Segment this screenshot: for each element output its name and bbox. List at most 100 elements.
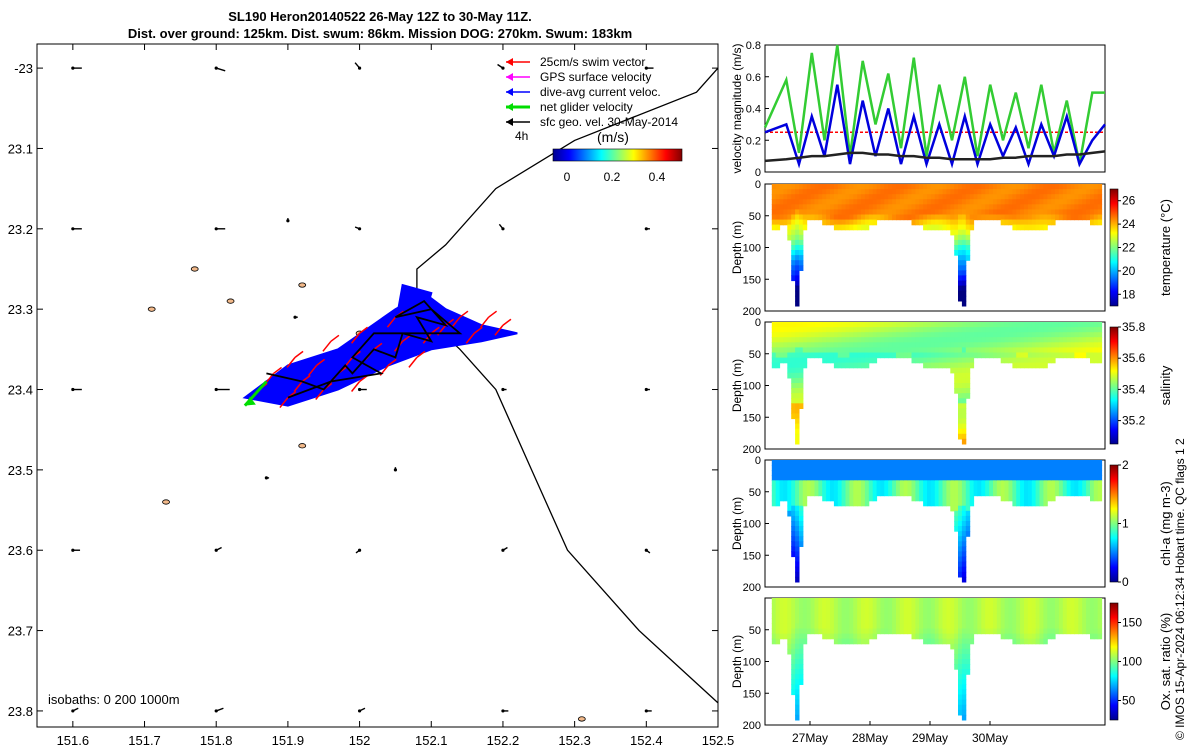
section-cell xyxy=(779,189,784,195)
section-cell xyxy=(849,475,854,481)
section-cell xyxy=(849,603,854,609)
section-cell xyxy=(787,603,792,609)
section-cell xyxy=(993,608,998,614)
section-cell xyxy=(857,495,862,502)
section-cell xyxy=(927,224,932,231)
section-cell xyxy=(771,490,777,497)
section-cell xyxy=(841,465,846,471)
section-cell xyxy=(861,500,866,507)
section-cell xyxy=(938,460,943,466)
section-cell xyxy=(1035,460,1040,466)
section-cell xyxy=(806,628,812,635)
section-cell xyxy=(799,638,804,645)
section-cell xyxy=(868,470,874,476)
section-cell xyxy=(845,470,850,476)
section-cell xyxy=(1078,603,1083,609)
section-cell xyxy=(985,204,990,210)
section-cell xyxy=(822,598,827,604)
section-cell xyxy=(841,342,846,348)
speed-colorbar-tick: 0.4 xyxy=(649,170,666,184)
section-cell xyxy=(1066,327,1072,333)
section-cell xyxy=(795,485,800,492)
section-cell xyxy=(942,342,947,348)
section-cell xyxy=(802,603,808,609)
section-cell xyxy=(1066,608,1072,614)
section-cell xyxy=(830,470,835,476)
section-cell xyxy=(892,613,897,619)
section-cell xyxy=(1090,613,1095,619)
section-cell xyxy=(1004,322,1009,328)
section-cell xyxy=(884,475,889,481)
section-cell xyxy=(896,618,901,624)
section-cell xyxy=(961,352,967,359)
time-x-tick-label: 27May xyxy=(792,731,828,745)
section-cell xyxy=(1047,322,1052,328)
section-cell xyxy=(1004,460,1009,466)
section-cell xyxy=(961,219,967,226)
map-y-tick-label: 23.5 xyxy=(8,463,33,478)
section-cell xyxy=(1055,337,1060,343)
section-cell xyxy=(934,189,940,195)
section-cell xyxy=(1012,485,1017,492)
section-cell xyxy=(845,342,850,348)
section-cell xyxy=(1078,199,1083,205)
section-cell xyxy=(950,347,955,354)
section-cell xyxy=(934,618,940,624)
swim-vector xyxy=(322,340,332,352)
section-cell xyxy=(849,337,854,343)
section-cell xyxy=(954,623,959,630)
section-cell xyxy=(853,465,858,471)
section-cell xyxy=(1004,618,1009,624)
section-cell xyxy=(1012,357,1017,364)
section-cell xyxy=(1062,204,1068,210)
section-cell xyxy=(981,204,986,210)
section-cell xyxy=(950,224,955,231)
section-cell xyxy=(868,603,874,609)
section-cell xyxy=(942,214,947,221)
section-cell xyxy=(958,290,963,297)
section-cell xyxy=(826,194,831,200)
section-cell xyxy=(954,618,959,624)
section-cell xyxy=(1039,214,1044,221)
section-cell xyxy=(1027,638,1033,645)
section-cell xyxy=(857,480,862,486)
section-cell xyxy=(802,495,808,502)
section-cell xyxy=(791,367,796,374)
reef-island xyxy=(577,716,586,722)
section-cell xyxy=(954,638,959,645)
section-cell xyxy=(1031,342,1037,348)
section-cell xyxy=(849,322,854,328)
section-cell xyxy=(896,460,901,466)
section-cell xyxy=(907,465,912,471)
section-cell xyxy=(1039,475,1044,481)
section-cell xyxy=(938,209,943,216)
section-cell xyxy=(996,623,1002,630)
section-cell xyxy=(1027,608,1033,614)
section-cell xyxy=(965,480,971,486)
section-cell xyxy=(923,342,928,348)
section-cell xyxy=(961,510,967,517)
section-cell xyxy=(814,460,819,466)
section-cell xyxy=(1093,618,1099,624)
section-cell xyxy=(903,603,909,609)
section-cell xyxy=(942,194,947,200)
section-cell xyxy=(1058,485,1064,492)
section-cell xyxy=(810,603,815,609)
section-cell xyxy=(996,184,1002,190)
section-cell xyxy=(826,204,831,210)
section-cell xyxy=(833,332,839,338)
section-cell xyxy=(783,480,788,486)
section-cell xyxy=(1008,485,1013,492)
section-cell xyxy=(1031,608,1037,614)
section-cell xyxy=(1000,189,1006,195)
section-cell xyxy=(958,357,963,364)
section-cell xyxy=(965,234,971,241)
section-cell xyxy=(888,470,893,476)
section-cell xyxy=(1066,189,1072,195)
section-cell xyxy=(1035,638,1040,645)
section-cell xyxy=(841,490,846,497)
surface-geostrophic-vector-tail xyxy=(71,227,75,231)
section-cell xyxy=(915,332,920,338)
section-cell xyxy=(896,194,901,200)
section-cell xyxy=(795,495,800,502)
